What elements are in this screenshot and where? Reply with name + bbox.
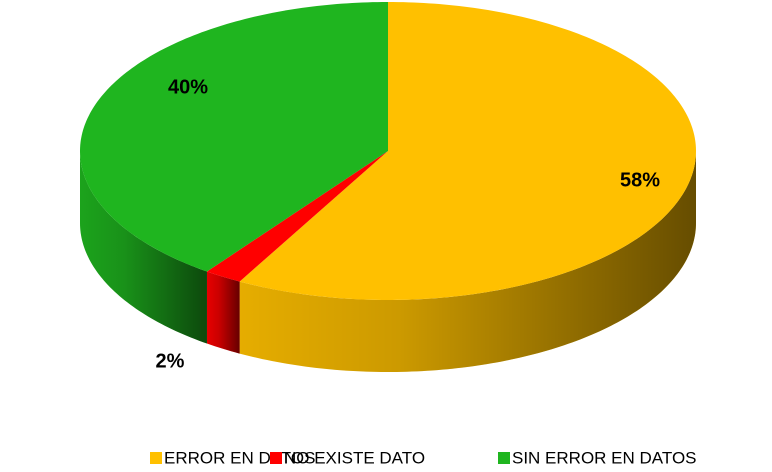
legend-label: NO EXISTE DATO — [284, 448, 425, 467]
data-label: 58% — [620, 169, 660, 191]
pie-slice — [206, 151, 388, 282]
pie-slice — [80, 2, 389, 272]
data-label: 2% — [156, 350, 185, 372]
legend-label: SIN ERROR EN DATOS — [512, 448, 697, 467]
pie-side-shade — [80, 151, 207, 344]
pie-slice — [239, 2, 696, 300]
data-label: 40% — [168, 76, 208, 98]
legend-swatch — [270, 452, 282, 464]
legend-swatch — [150, 452, 162, 464]
pie-side-shade — [206, 271, 240, 354]
legend-swatch — [498, 452, 510, 464]
pie-side-shade — [239, 151, 696, 372]
